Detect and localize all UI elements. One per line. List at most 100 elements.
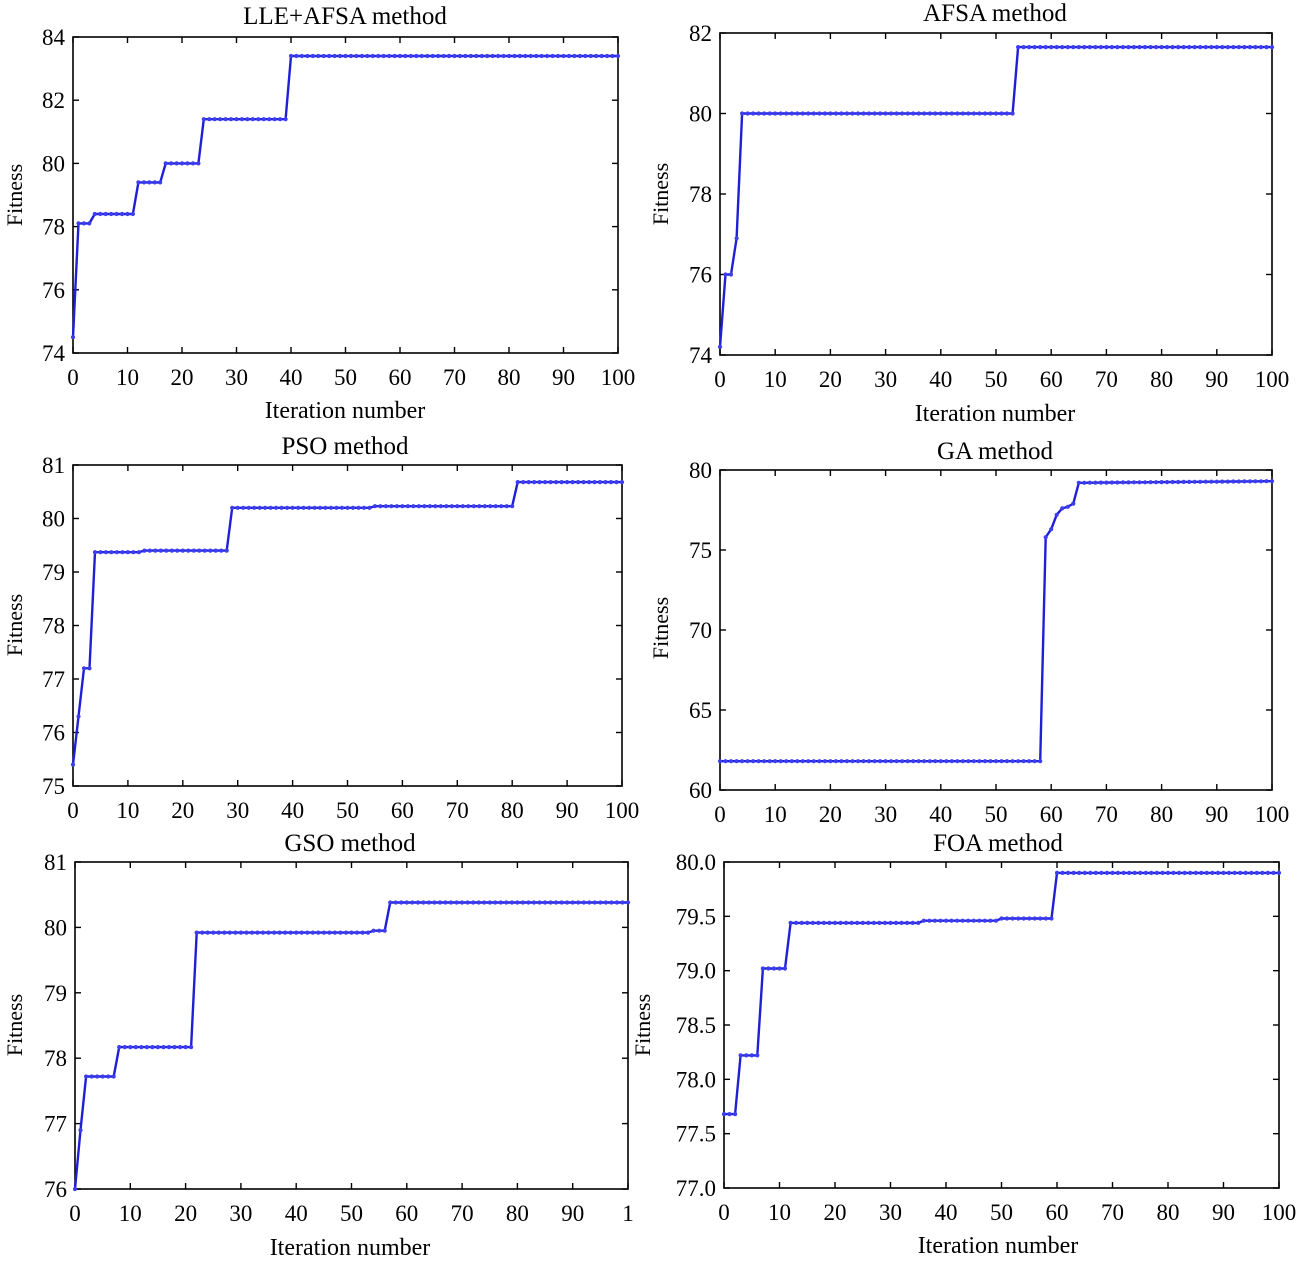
data-point xyxy=(122,1045,127,1050)
data-point xyxy=(966,918,971,923)
data-point xyxy=(528,53,533,59)
x-tick-label: 70 xyxy=(451,1201,474,1226)
data-point xyxy=(788,920,793,926)
data-point xyxy=(581,480,586,485)
data-point xyxy=(944,111,949,116)
data-point xyxy=(307,505,312,510)
data-point xyxy=(403,53,408,59)
x-tick-label: 20 xyxy=(171,365,194,390)
x-tick-label: 30 xyxy=(874,367,897,392)
x-tick-label: 30 xyxy=(879,1200,902,1225)
data-point xyxy=(169,548,174,553)
x-tick-label: 30 xyxy=(229,1201,252,1226)
data-point xyxy=(559,480,564,485)
data-point xyxy=(338,930,343,935)
data-point xyxy=(744,1053,749,1058)
y-axis-label: Fitness xyxy=(648,163,673,225)
data-point xyxy=(512,53,517,59)
data-point xyxy=(800,759,805,764)
data-point xyxy=(1209,45,1214,50)
data-point xyxy=(1199,870,1204,876)
data-point xyxy=(816,920,821,926)
x-tick-label: 60 xyxy=(1040,802,1063,827)
panel-title: AFSA method xyxy=(923,0,1067,27)
data-point xyxy=(180,548,185,553)
data-point xyxy=(773,111,778,116)
data-point xyxy=(1214,479,1219,484)
data-point xyxy=(982,759,988,764)
data-point xyxy=(274,505,279,510)
data-point xyxy=(1198,479,1203,484)
data-point xyxy=(485,53,490,59)
data-point xyxy=(147,548,152,553)
data-point xyxy=(828,111,833,116)
data-point xyxy=(1082,45,1087,50)
data-point xyxy=(550,53,555,59)
data-point xyxy=(520,900,526,905)
data-point xyxy=(977,918,982,923)
data-point xyxy=(278,117,283,122)
data-point xyxy=(1032,45,1037,50)
data-point xyxy=(871,920,877,926)
data-point xyxy=(125,550,130,555)
data-point xyxy=(878,111,883,116)
data-point xyxy=(81,666,87,671)
series-line xyxy=(724,871,1279,1116)
y-tick-label: 80 xyxy=(42,151,65,176)
data-point xyxy=(1265,870,1270,876)
data-point xyxy=(1276,870,1282,876)
x-tick-label: 20 xyxy=(174,1201,197,1226)
data-point xyxy=(1115,870,1121,876)
data-point xyxy=(1038,759,1043,764)
plot-frame xyxy=(723,861,1280,1189)
x-tick-label: 90 xyxy=(1205,802,1228,827)
data-point xyxy=(1004,759,1010,764)
x-tick-label: 60 xyxy=(1046,1200,1069,1225)
data-point xyxy=(828,759,833,764)
data-point xyxy=(537,480,542,485)
data-point xyxy=(268,505,273,510)
data-point xyxy=(1188,870,1193,876)
data-point xyxy=(250,117,255,122)
data-point xyxy=(498,900,503,905)
data-point xyxy=(766,966,771,971)
data-point xyxy=(460,900,465,905)
data-point xyxy=(515,900,520,905)
x-tick-label: 90 xyxy=(1212,1200,1235,1225)
x-tick-label: 40 xyxy=(929,367,952,392)
data-point xyxy=(839,111,844,116)
data-point xyxy=(230,505,235,510)
data-point xyxy=(109,211,114,217)
data-point xyxy=(905,920,910,926)
data-point xyxy=(889,111,894,116)
data-point xyxy=(811,759,816,764)
data-point xyxy=(361,505,367,510)
plot-frame xyxy=(74,861,629,1190)
data-point xyxy=(436,53,441,59)
data-point xyxy=(163,161,168,166)
data-point xyxy=(234,117,239,122)
data-point xyxy=(205,930,210,935)
x-tick-label: 90 xyxy=(556,798,579,823)
data-point xyxy=(392,53,397,59)
x-tick-label: 100 xyxy=(1255,802,1290,827)
data-point xyxy=(615,53,621,59)
data-point xyxy=(360,930,365,935)
data-point xyxy=(762,111,767,116)
y-tick-label: 76 xyxy=(42,278,65,303)
x-tick-label: 0 xyxy=(714,802,726,827)
data-point xyxy=(318,505,323,510)
data-point xyxy=(150,1045,155,1050)
data-point xyxy=(106,1074,111,1079)
data-point xyxy=(136,180,141,185)
data-point xyxy=(745,111,750,116)
data-point xyxy=(301,505,306,510)
data-point xyxy=(910,920,915,926)
plot-frame xyxy=(72,464,623,787)
data-point xyxy=(592,900,597,905)
data-point xyxy=(1016,759,1021,764)
data-point xyxy=(789,111,794,116)
data-point xyxy=(125,211,130,217)
data-point xyxy=(153,548,158,553)
data-point xyxy=(255,930,260,935)
